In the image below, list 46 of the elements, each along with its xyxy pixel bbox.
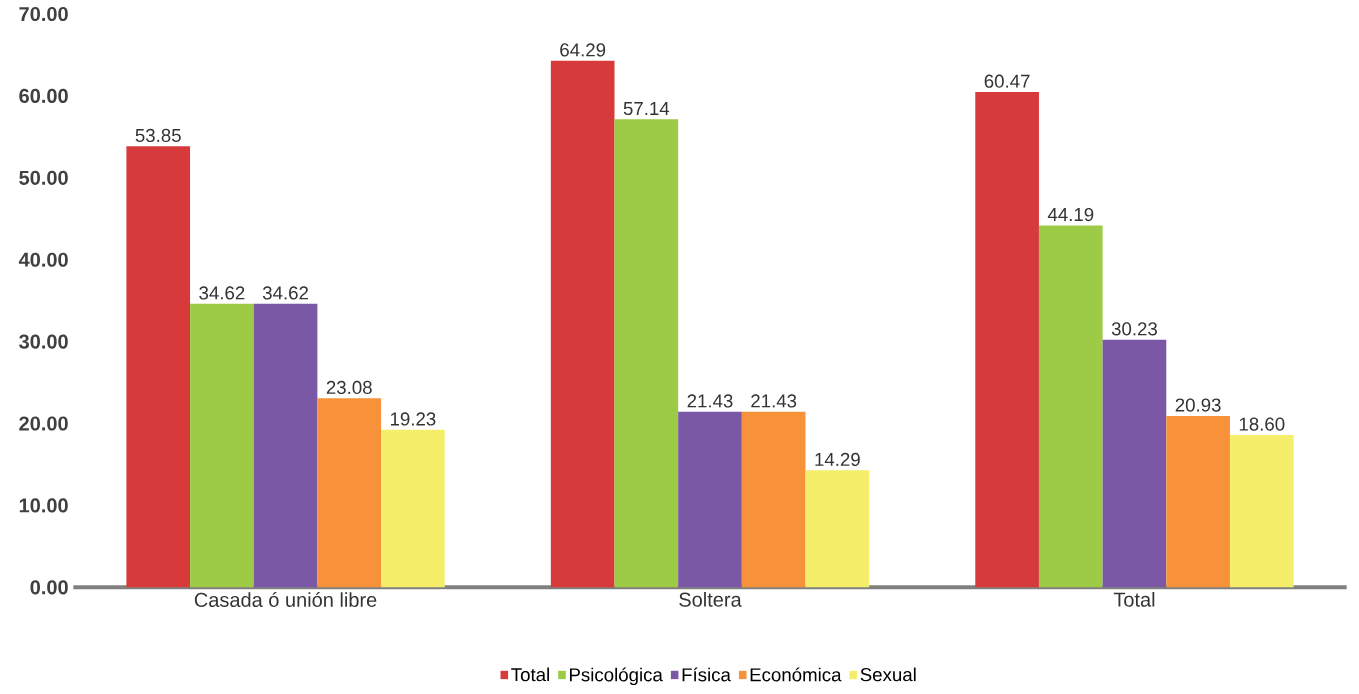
y-tick-label: 30.00 [19, 334, 68, 349]
bar [1038, 225, 1103, 588]
bar [678, 411, 742, 588]
data-label: 60.47 [984, 74, 1030, 88]
legend-label: Sexual [860, 667, 916, 682]
data-label: 44.19 [1047, 207, 1094, 222]
data-label: 21.43 [751, 394, 797, 408]
y-tick-label: 50.00 [19, 170, 68, 185]
bar [381, 429, 445, 588]
data-label: 34.62 [199, 286, 245, 300]
data-label: 34.62 [262, 286, 308, 300]
y-tick-label: 70.00 [19, 6, 68, 22]
data-label: 20.93 [1175, 398, 1221, 412]
data-label: 14.29 [815, 452, 860, 467]
bar [253, 303, 318, 588]
data-label: 21.43 [687, 394, 733, 408]
y-tick-label: 40.00 [18, 252, 68, 267]
bar [190, 303, 254, 588]
bar [550, 60, 615, 588]
legend-label: Física [682, 667, 731, 682]
y-tick-label: 60.00 [19, 88, 68, 103]
x-tick-label: Soltera [679, 592, 742, 607]
bar [317, 398, 382, 588]
data-label: 23.08 [326, 380, 372, 395]
data-label: 53.85 [135, 128, 181, 143]
bar [741, 411, 806, 588]
bar [614, 119, 679, 588]
data-label: 18.60 [1239, 417, 1285, 431]
bar [1229, 435, 1294, 588]
y-tick-label: 10.00 [19, 498, 68, 513]
legend-label: Económica [750, 667, 842, 682]
data-label: 19.23 [390, 412, 436, 426]
legend-label: Total [511, 667, 549, 682]
bar [1102, 339, 1167, 588]
data-label: 30.23 [1111, 322, 1157, 336]
data-label: 57.14 [623, 102, 670, 116]
x-tick-label: Total [1113, 592, 1155, 607]
y-tick-label: 20.00 [19, 416, 68, 431]
data-label: 64.29 [560, 43, 606, 57]
bar [126, 146, 191, 588]
x-tick-label: Casada ó unión libre [194, 592, 377, 607]
bar [1166, 415, 1230, 588]
bar [975, 92, 1039, 588]
y-tick-label: 0.00 [30, 580, 68, 595]
legend-label: Psicológica [569, 667, 663, 686]
bar [805, 470, 870, 588]
